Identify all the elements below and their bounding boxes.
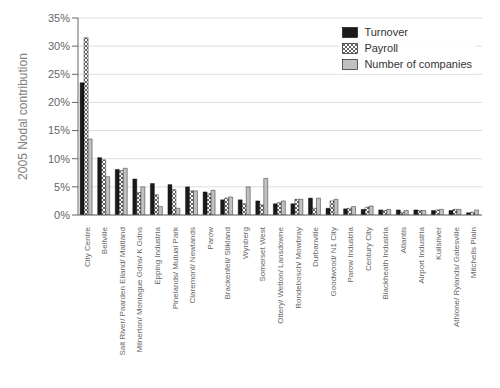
svg-text:Mitchells Plain: Mitchells Plain — [469, 227, 478, 278]
svg-text:Wynberg: Wynberg — [241, 227, 250, 259]
svg-text:5%: 5% — [54, 181, 70, 193]
svg-text:Bellville: Bellville — [100, 226, 109, 254]
svg-text:Somerset West: Somerset West — [258, 226, 267, 281]
svg-text:Kuilsriver: Kuilsriver — [434, 227, 443, 260]
svg-text:Blackheath Industria: Blackheath Industria — [381, 226, 390, 299]
svg-text:Pinelands/ Mutual Park: Pinelands/ Mutual Park — [171, 226, 180, 309]
svg-text:Durbanville: Durbanville — [311, 226, 320, 267]
html-text:Turnover: Turnover — [364, 26, 408, 38]
svg-text:Parow: Parow — [206, 227, 215, 250]
svg-text:Parow Industria: Parow Industria — [346, 226, 355, 282]
svg-text:Airport Industria: Airport Industria — [417, 226, 426, 283]
svg-text:10%: 10% — [48, 153, 70, 165]
svg-text:15%: 15% — [48, 124, 70, 136]
svg-text:25%: 25% — [48, 68, 70, 80]
svg-text:Ottery/ Wetton/ Lansdowne: Ottery/ Wetton/ Lansdowne — [276, 226, 285, 323]
svg-text:Claremont/ Newlands: Claremont/ Newlands — [188, 227, 197, 303]
svg-text:35%: 35% — [48, 12, 70, 24]
svg-text:Goodwood/ N1 City: Goodwood/ N1 City — [329, 227, 338, 296]
html-text:Payroll: Payroll — [364, 42, 398, 54]
svg-text:Atlantis: Atlantis — [399, 227, 408, 253]
svg-text:Salt River/ Paarden Eiland/ Ma: Salt River/ Paarden Eiland/ Maitland — [118, 227, 127, 356]
svg-text:City Centre: City Centre — [83, 226, 92, 267]
svg-text:30%: 30% — [48, 40, 70, 52]
svg-text:20%: 20% — [48, 96, 70, 108]
svg-text:Rondebosch/ Mowbray: Rondebosch/ Mowbray — [294, 227, 303, 309]
svg-text:Athlone/ Rylands/ Gatesville: Athlone/ Rylands/ Gatesville — [452, 226, 461, 327]
svg-text:Brackenfell/ Stikland: Brackenfell/ Stikland — [223, 227, 232, 299]
html-text:Number of companies: Number of companies — [364, 58, 472, 70]
svg-text:Century City: Century City — [364, 227, 373, 271]
svg-text:2005 Nodal contribution: 2005 Nodal contribution — [16, 53, 30, 180]
svg-text:0%: 0% — [54, 209, 70, 221]
svg-text:Epping Industria: Epping Industria — [153, 226, 162, 284]
svg-text:Milnerton/ Montague Gdns/ K Gd: Milnerton/ Montague Gdns/ K Gdns — [135, 227, 144, 352]
